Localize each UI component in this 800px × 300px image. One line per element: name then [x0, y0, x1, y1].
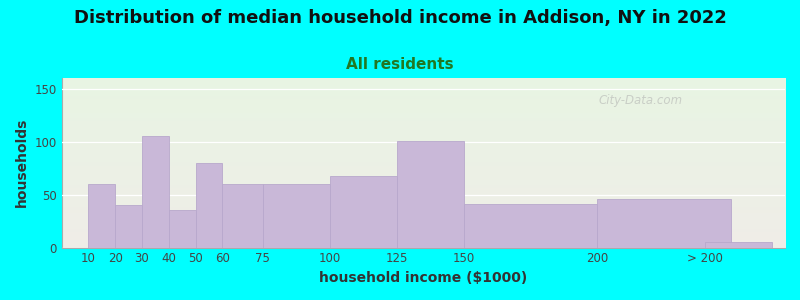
Bar — [463, 204, 598, 248]
Bar — [89, 184, 115, 248]
Bar — [142, 136, 169, 248]
Text: Distribution of median household income in Addison, NY in 2022: Distribution of median household income … — [74, 9, 726, 27]
Bar — [330, 176, 397, 248]
Text: All residents: All residents — [346, 57, 454, 72]
Y-axis label: households: households — [15, 118, 29, 208]
Bar — [115, 205, 142, 248]
Text: City-Data.com: City-Data.com — [598, 94, 682, 106]
Bar — [262, 184, 330, 248]
Bar — [598, 199, 731, 248]
Bar — [169, 211, 196, 248]
Bar — [397, 140, 463, 248]
X-axis label: household income ($1000): household income ($1000) — [319, 271, 527, 285]
Bar — [222, 184, 262, 248]
Bar — [705, 242, 772, 247]
Bar — [196, 163, 222, 248]
